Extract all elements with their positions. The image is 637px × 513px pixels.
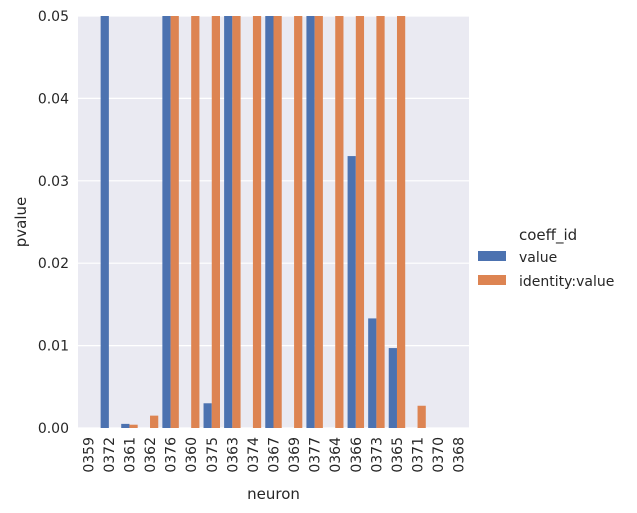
x-axis-label: neuron	[247, 485, 300, 503]
y-tick-label: 0.05	[38, 9, 69, 25]
y-tick-label: 0.02	[38, 256, 69, 272]
x-tick-label: 0372	[102, 437, 118, 473]
y-tick-label: 0.04	[38, 91, 69, 107]
bar-identity-value-0371	[417, 405, 426, 428]
x-tick-label: 0368	[452, 437, 468, 473]
x-tick-label: 0370	[431, 437, 447, 473]
bar-value-0366	[347, 156, 356, 428]
x-tick-label: 0360	[184, 437, 200, 473]
x-tick-label: 0361	[122, 437, 138, 473]
bar-value-0363	[224, 16, 233, 428]
bars	[100, 16, 426, 428]
legend-swatch-value	[478, 251, 506, 261]
y-axis-label: pvalue	[12, 197, 30, 248]
x-tick-label: 0369	[287, 437, 303, 473]
y-tick-label: 0.01	[38, 339, 69, 355]
bar-identity-value-0366	[355, 16, 365, 428]
bar-value-0373	[368, 318, 377, 428]
bar-identity-value-0361	[129, 424, 138, 428]
bar-identity-value-0365	[396, 16, 406, 428]
x-tick-labels: 0359 0372 0361 0362 0376 0360 0375 0363 0374 0367…	[81, 437, 467, 473]
y-tick-labels: 0.00 0.01 0.02 0.03 0.04 0.05	[38, 9, 69, 437]
x-tick-label: 0376	[164, 437, 180, 473]
bar-identity-value-0373	[376, 16, 385, 428]
bar-value-0361	[121, 423, 130, 428]
y-tick-label: 0.00	[38, 421, 69, 437]
x-tick-label: 0362	[143, 437, 159, 473]
bar-identity-value-0375	[211, 16, 220, 428]
bar-identity-value-0362	[150, 415, 159, 428]
legend-title: coeff_id	[519, 226, 577, 245]
bar-identity-value-0364	[335, 16, 344, 428]
x-tick-label: 0364	[328, 437, 344, 473]
legend-swatch-identity-value	[478, 275, 506, 285]
bar-value-0376	[162, 16, 171, 428]
bar-identity-value-0376	[170, 16, 179, 428]
y-tick-label: 0.03	[38, 174, 69, 190]
x-tick-label: 0374	[246, 437, 262, 473]
x-tick-label: 0373	[369, 437, 385, 473]
bar-identity-value-0367	[273, 16, 282, 428]
x-tick-label: 0363	[225, 437, 241, 473]
bar-identity-value-0377	[314, 16, 323, 428]
x-tick-label: 0359	[81, 437, 97, 473]
bar-identity-value-0360	[191, 16, 200, 428]
bar-value-0365	[388, 348, 397, 428]
bar-identity-value-0363	[232, 16, 241, 428]
x-tick-label: 0371	[411, 437, 427, 473]
bar-identity-value-0369	[294, 16, 303, 428]
x-tick-label: 0375	[205, 437, 221, 473]
bar-value-0377	[306, 16, 315, 428]
x-tick-label: 0366	[349, 437, 365, 473]
bar-value-0372	[100, 16, 109, 428]
bar-identity-value-0374	[252, 16, 262, 428]
x-tick-label: 0365	[390, 437, 406, 473]
x-tick-label: 0377	[308, 437, 324, 473]
legend-label-identity-value: identity:value	[519, 274, 614, 290]
x-tick-label: 0367	[267, 437, 283, 473]
legend: coeff_id value identity:value	[478, 226, 614, 290]
legend-label-value: value	[519, 250, 557, 266]
bar-value-0375	[203, 403, 212, 428]
bar-value-0367	[265, 16, 274, 428]
